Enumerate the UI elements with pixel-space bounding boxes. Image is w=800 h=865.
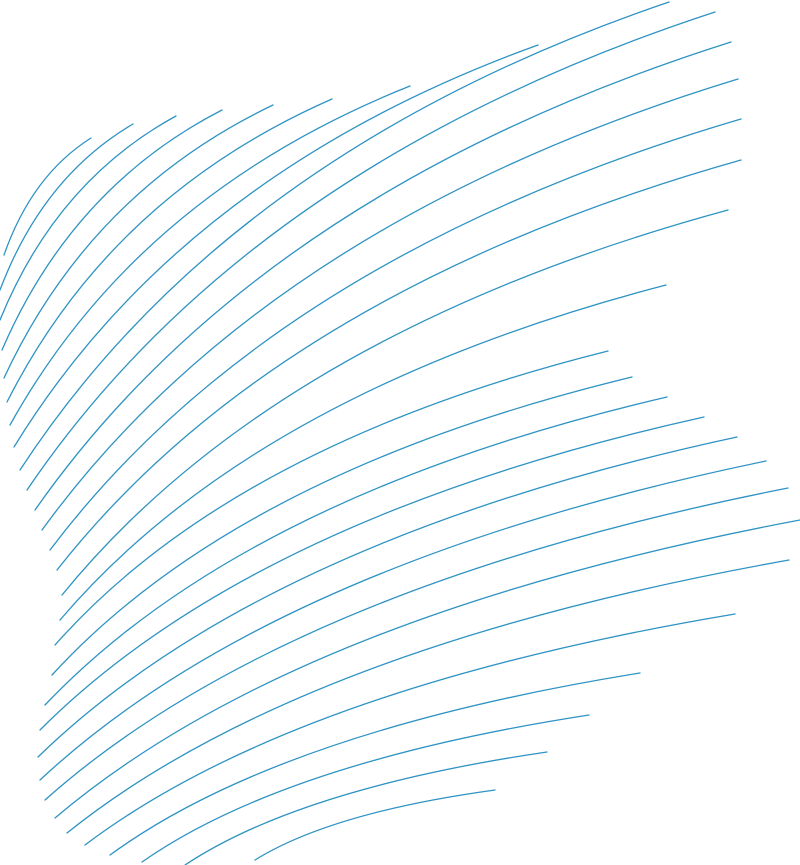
curved-line-17 xyxy=(54,350,609,646)
curved-line-18 xyxy=(51,376,633,676)
curved-line-19 xyxy=(44,396,668,706)
curved-line-13 xyxy=(49,118,742,551)
curved-line-27 xyxy=(109,672,641,856)
curved-line-8 xyxy=(13,44,539,448)
curved-line-22 xyxy=(39,460,767,781)
curved-line-2 xyxy=(0,123,134,291)
curved-line-10 xyxy=(26,11,716,491)
curved-line-24 xyxy=(54,519,800,819)
curved-line-26 xyxy=(84,613,736,846)
curved-line-30 xyxy=(254,789,496,861)
curved-line-15 xyxy=(61,209,729,596)
curved-line-14 xyxy=(56,159,742,571)
curved-line-11 xyxy=(34,41,732,511)
curved-line-3 xyxy=(0,115,177,321)
curved-line-4 xyxy=(1,109,223,351)
curved-line-23 xyxy=(44,487,789,801)
curved-line-28 xyxy=(141,714,590,863)
curved-line-6 xyxy=(6,98,333,403)
curved-line-21 xyxy=(37,436,738,758)
curved-line-25 xyxy=(66,559,790,834)
curved-line-29 xyxy=(184,751,548,865)
curved-line-5 xyxy=(3,104,274,379)
curved-line-7 xyxy=(9,85,411,426)
curved-line-1 xyxy=(3,137,92,256)
curved-line-20 xyxy=(39,416,705,731)
curved-line-9 xyxy=(19,1,670,471)
curved-line-16 xyxy=(59,284,667,621)
curved-line-12 xyxy=(41,78,739,531)
